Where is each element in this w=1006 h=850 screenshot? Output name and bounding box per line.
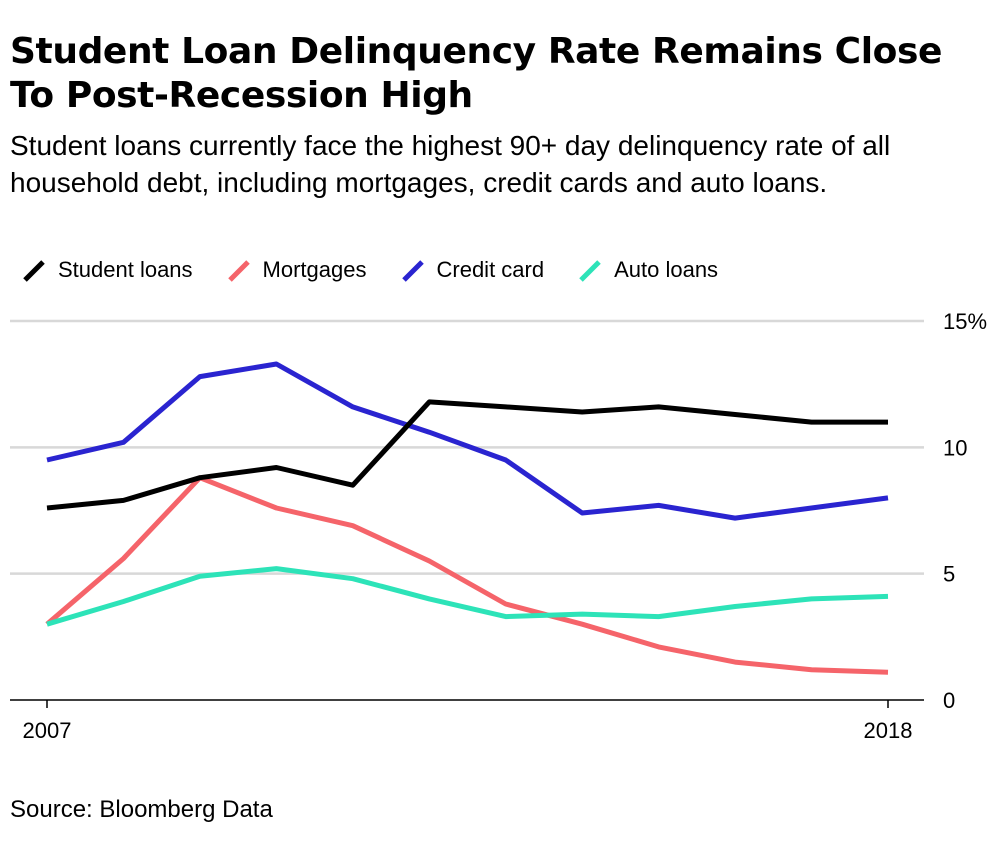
legend-label: Credit card <box>436 257 545 282</box>
legend-swatch-icon <box>227 260 250 282</box>
legend: Student loans Mortgages Credit card Auto lo… <box>22 252 752 288</box>
y-tick-label: 5 <box>943 562 955 587</box>
x-tick-label: 2007 <box>23 718 72 743</box>
y-tick-label: 10 <box>943 435 967 460</box>
legend-item-credit-card: Credit card <box>401 257 545 283</box>
y-tick-label: 15% <box>943 309 987 334</box>
legend-label: Mortgages <box>262 257 367 282</box>
legend-swatch-icon <box>579 260 601 282</box>
legend-item-student-loans: Student loans <box>22 257 193 283</box>
series-line-auto-loans <box>46 566 889 627</box>
chart-title: Student Loan Delinquency Rate Remains Cl… <box>10 31 943 116</box>
series-line-mortgages <box>45 475 889 675</box>
legend-label: Student loans <box>58 257 193 282</box>
line-chart: 15% 10 5 0 2007 2018 <box>10 309 987 743</box>
legend-item-auto-loans: Auto loans <box>578 257 718 283</box>
series-line-student-loans <box>46 399 888 511</box>
legend-item-mortgages: Mortgages <box>227 257 367 283</box>
x-tick-label: 2018 <box>864 718 913 743</box>
legend-swatch-icon <box>23 260 45 282</box>
series-line-credit-card <box>46 361 889 521</box>
y-tick-label: 0 <box>943 688 955 713</box>
source-note: Source: Bloomberg Data <box>10 796 273 823</box>
chart-subtitle: Student loans currently face the highest… <box>10 130 891 198</box>
legend-swatch-icon <box>401 260 424 282</box>
legend-label: Auto loans <box>614 257 719 282</box>
